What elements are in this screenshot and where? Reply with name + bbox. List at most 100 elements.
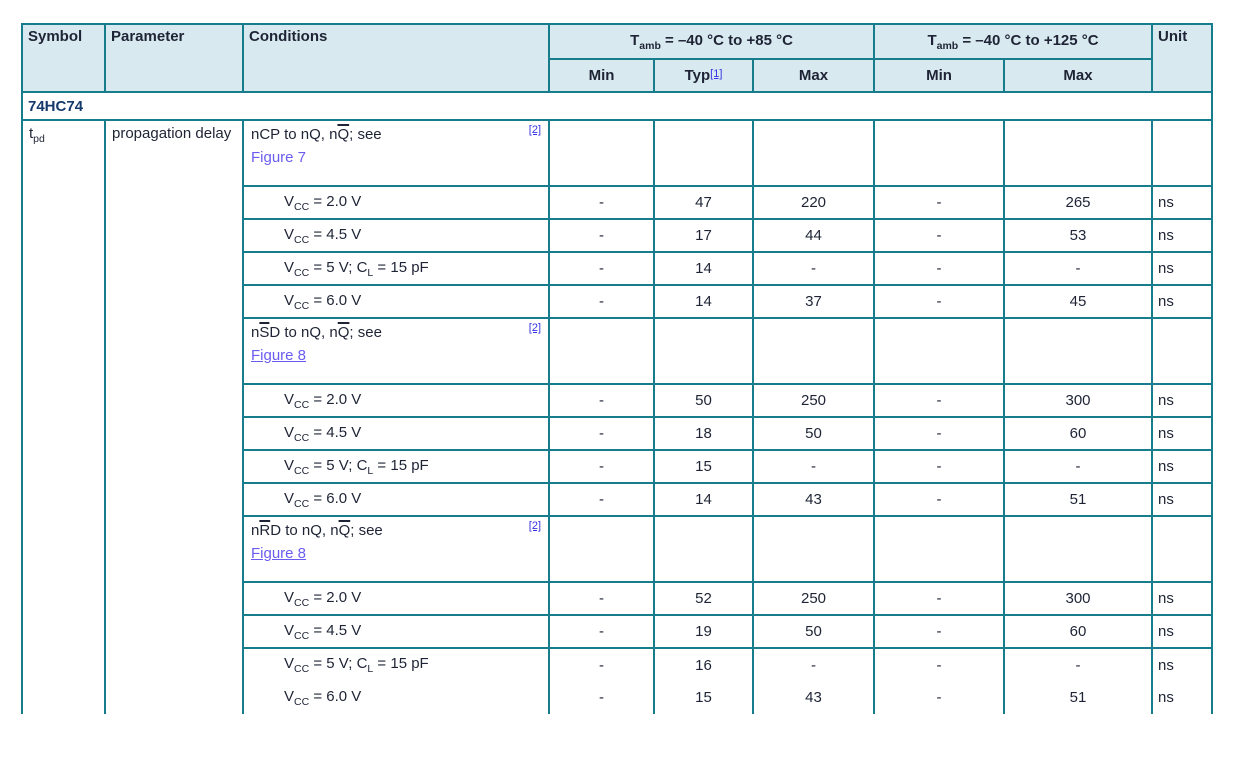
col-header-temp-range-85: Tamb = –40 °C to +85 °C	[547, 23, 876, 60]
symbol-cell: tpd	[21, 119, 106, 715]
col-header-min-125: Min	[873, 58, 1006, 93]
max-125-cell: 45	[1003, 284, 1154, 319]
footnote-2-link[interactable]: [2]	[528, 124, 541, 136]
max-85-cell: 37	[751, 284, 876, 319]
min-85-cell: -	[548, 681, 655, 715]
min-85-cell: -	[548, 647, 655, 682]
min-125-cell: -	[873, 284, 1006, 319]
typ-85-cell: 14	[653, 482, 754, 517]
table-row: VCC = 5 V; CL = 15 pF - 14 - - - ns	[22, 251, 1214, 286]
empty-cell	[1151, 515, 1214, 583]
min-125-cell: -	[873, 383, 1006, 418]
unit-cell: ns	[1151, 681, 1214, 715]
figure-7-link[interactable]: Figure 7	[251, 148, 307, 166]
empty-cell	[653, 515, 754, 583]
section-label: 74HC74	[20, 91, 1214, 121]
condition-group-cell-nsd: nSD to nQ, nQ; see [2] Figure 8	[242, 317, 550, 385]
min-125-cell: -	[873, 449, 1006, 484]
col-header-unit: Unit	[1151, 23, 1214, 93]
condition-text: nSD to nQ, nQ; see	[251, 324, 382, 341]
footnote-1-link[interactable]: [1]	[710, 68, 723, 80]
condition-cell: VCC = 2.0 V	[242, 185, 550, 220]
col-header-max-85: Max	[751, 58, 876, 93]
col-header-temp-range-125: Tamb = –40 °C to +125 °C	[873, 23, 1154, 60]
table-row: VCC = 2.0 V - 50 250 - 300 ns	[22, 383, 1214, 418]
empty-cell	[873, 515, 1006, 583]
min-85-cell: -	[548, 416, 655, 451]
dynamic-characteristics-table: Symbol Parameter Conditions Tamb = –40 °…	[20, 23, 1214, 715]
figure-8-link[interactable]: Figure 8	[251, 346, 307, 364]
table-row: VCC = 6.0 V - 15 43 - 51 ns	[22, 681, 1214, 715]
condition-cell: VCC = 4.5 V	[242, 416, 550, 451]
max-85-cell: 50	[751, 416, 876, 451]
empty-cell	[1151, 317, 1214, 385]
condition-cell: VCC = 6.0 V	[242, 482, 550, 517]
min-125-cell: -	[873, 251, 1006, 286]
typ-85-cell: 14	[653, 284, 754, 319]
min-125-cell: -	[873, 416, 1006, 451]
min-85-cell: -	[548, 251, 655, 286]
min-85-cell: -	[548, 482, 655, 517]
condition-group-cell-ncp: nCP to nQ, nQ; see [2] Figure 7	[242, 119, 550, 187]
condition-cell: VCC = 5 V; CL = 15 pF	[242, 251, 550, 286]
footnote-2-link[interactable]: [2]	[528, 322, 541, 334]
max-85-cell: 250	[751, 581, 876, 616]
unit-cell: ns	[1151, 647, 1214, 682]
min-125-cell: -	[873, 647, 1006, 682]
typ-label: Typ	[684, 67, 711, 84]
typ-85-cell: 15	[653, 449, 754, 484]
typ-85-cell: 16	[653, 647, 754, 682]
unit-cell: ns	[1151, 185, 1214, 220]
min-125-cell: -	[873, 681, 1006, 715]
max-125-cell: 53	[1003, 218, 1154, 253]
typ-85-cell: 52	[653, 581, 754, 616]
parameter-cell: propagation delay	[104, 119, 244, 715]
table-row: VCC = 4.5 V - 19 50 - 60 ns	[22, 614, 1214, 649]
max-125-cell: 265	[1003, 185, 1154, 220]
unit-cell: ns	[1151, 581, 1214, 616]
table-row: VCC = 4.5 V - 17 44 - 53 ns	[22, 218, 1214, 253]
max-125-cell: 51	[1003, 681, 1154, 715]
empty-cell	[653, 119, 754, 187]
empty-cell	[653, 317, 754, 385]
typ-85-cell: 50	[653, 383, 754, 418]
typ-85-cell: 18	[653, 416, 754, 451]
min-85-cell: -	[548, 185, 655, 220]
max-125-cell: 60	[1003, 614, 1154, 649]
max-85-cell: 250	[751, 383, 876, 418]
max-85-cell: 43	[751, 681, 876, 715]
table-row: VCC = 6.0 V - 14 43 - 51 ns	[22, 482, 1214, 517]
header-row-groups: Symbol Parameter Conditions Tamb = –40 °…	[21, 23, 1214, 93]
condition-group-row-ncp: tpd propagation delay nCP to nQ, nQ; see…	[21, 119, 1214, 715]
typ-85-cell: 47	[653, 185, 754, 220]
empty-cell	[751, 119, 876, 187]
max-85-cell: 220	[751, 185, 876, 220]
typ-85-cell: 19	[653, 614, 754, 649]
condition-cell: VCC = 5 V; CL = 15 pF	[242, 647, 550, 682]
figure-8-link[interactable]: Figure 8	[251, 544, 307, 562]
col-header-symbol: Symbol	[21, 23, 106, 93]
condition-cell: VCC = 5 V; CL = 15 pF	[242, 449, 550, 484]
min-85-cell: -	[548, 581, 655, 616]
condition-group-row-nsd: nSD to nQ, nQ; see [2] Figure 8	[22, 317, 1214, 385]
condition-cell: VCC = 4.5 V	[242, 218, 550, 253]
condition-cell: VCC = 2.0 V	[242, 383, 550, 418]
max-125-cell: -	[1003, 251, 1154, 286]
max-125-cell: 51	[1003, 482, 1154, 517]
max-85-cell: 43	[751, 482, 876, 517]
unit-cell: ns	[1151, 614, 1214, 649]
table-row: VCC = 5 V; CL = 15 pF - 15 - - - ns	[22, 449, 1214, 484]
min-85-cell: -	[548, 284, 655, 319]
max-85-cell: 44	[751, 218, 876, 253]
footnote-2-link[interactable]: [2]	[528, 520, 541, 532]
condition-cell: VCC = 6.0 V	[242, 284, 550, 319]
table-row: VCC = 5 V; CL = 15 pF - 16 - - - ns	[22, 647, 1214, 682]
min-125-cell: -	[873, 482, 1006, 517]
condition-group-cell-nrd: nRD to nQ, nQ; see [2] Figure 8	[242, 515, 550, 583]
min-85-cell: -	[548, 614, 655, 649]
max-125-cell: 300	[1003, 581, 1154, 616]
condition-text: nCP to nQ, nQ; see	[251, 126, 382, 143]
min-125-cell: -	[873, 185, 1006, 220]
empty-cell	[548, 119, 655, 187]
